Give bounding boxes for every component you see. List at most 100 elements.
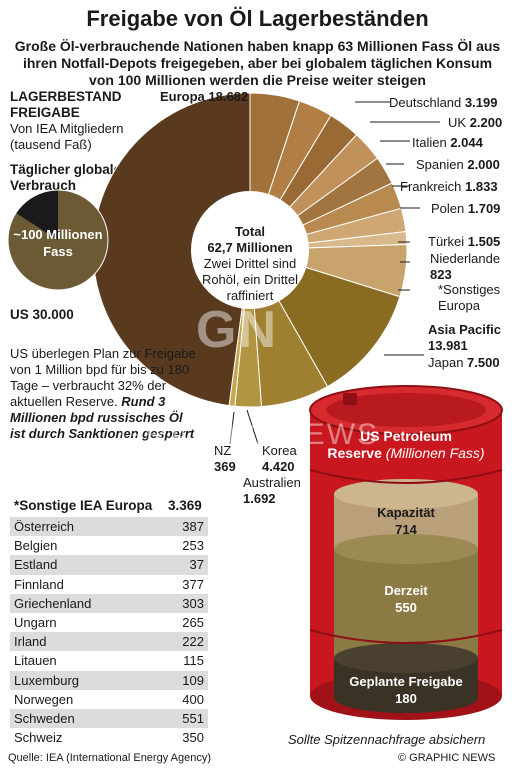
- barrel-title-line-2: Reserve: [327, 445, 382, 461]
- label-europa-value: 18.682: [208, 89, 249, 104]
- table-cell-value: 350: [182, 730, 204, 746]
- label-europa-name: Europa: [160, 89, 205, 104]
- table-row: Luxemburg 109: [10, 670, 208, 690]
- daily-circle-outline: [7, 189, 109, 291]
- table-cell-country: Griechenland: [14, 595, 92, 611]
- daily-title-line-2: Verbrauch: [10, 178, 77, 193]
- barrel-current-value: 550: [395, 600, 417, 615]
- label-italien: Italien 2.044: [412, 135, 483, 150]
- stock-title: LAGERBESTAND FREIGABE: [10, 89, 122, 121]
- daily-value-line-2: Fass: [43, 244, 73, 259]
- table-cell-value: 551: [182, 710, 204, 726]
- label-polen-name: Polen: [431, 201, 465, 216]
- stock-title-line-1: LAGERBESTAND: [10, 89, 122, 104]
- table-cell-value: 222: [182, 634, 204, 650]
- table-cell-country: Irland: [14, 634, 47, 650]
- label-niederlande: Niederlande 823: [430, 251, 500, 283]
- us-description: US überlegen Plan zur Freigabe von 1 Mil…: [10, 346, 200, 442]
- table-row: Irland 222: [10, 632, 208, 652]
- stock-title-line-2: FREIGABE: [10, 105, 80, 120]
- label-australien-name: Australien: [243, 475, 301, 490]
- barrel-title: US Petroleum Reserve (Millionen Fass): [320, 428, 492, 462]
- table-row: Griechenland 303: [10, 593, 208, 613]
- table-row: Estland 37: [10, 555, 208, 575]
- table-cell-country: Litauen: [14, 653, 57, 669]
- daily-title-line-1: Täglicher globaler: [10, 162, 127, 177]
- barrel-ring-2: [309, 629, 503, 644]
- table-cell-country: Estland: [14, 557, 58, 573]
- barrel-bung: [343, 393, 357, 405]
- center-note: Zwei Drittel sind Rohöl, ein Drittel raf…: [201, 256, 299, 303]
- europe-table: Österreich 387 Belgien 253 Estland 37 Finnland…: [10, 517, 208, 748]
- table-row: Norwegen 400: [10, 689, 208, 709]
- label-polen-value: 1.709: [467, 201, 501, 216]
- label-deutschland-name: Deutschland: [389, 95, 462, 110]
- label-us: US 30.000: [10, 307, 74, 322]
- label-nz: NZ 369: [214, 443, 236, 475]
- table-row: Österreich 387: [10, 517, 208, 537]
- table-row: Belgien 253: [10, 536, 208, 556]
- label-japan-name: Japan: [428, 355, 464, 370]
- table-cell-country: Belgien: [14, 538, 58, 554]
- barrel-capacity-label: Kapazität: [377, 505, 435, 520]
- daily-consumption-circle: [7, 189, 109, 291]
- label-korea: Korea 4.420: [262, 443, 297, 475]
- daily-consumption-title: Täglicher globaler Verbrauch: [10, 162, 126, 194]
- barrel: [309, 385, 503, 720]
- table-row: Schweden 551: [10, 708, 208, 729]
- barrel-current: Derzeit 550: [334, 582, 478, 616]
- table-total: 3.369: [168, 498, 202, 513]
- label-deutschland: Deutschland 3.199: [389, 95, 497, 110]
- table-cell-value: 253: [182, 538, 204, 554]
- label-uk-name: UK: [448, 115, 467, 130]
- barrel-title-unit: (Millionen Fass): [385, 445, 485, 461]
- table-cell-value: 115: [183, 653, 204, 669]
- barrel-top-inner: [326, 393, 486, 427]
- table-row: Schweiz 350: [10, 728, 208, 748]
- pie-center-text: Total 62,7 Millionen Zwei Drittel sind R…: [188, 224, 312, 304]
- label-niederlande-value: 823: [430, 267, 452, 282]
- pie-center-hole: [191, 191, 309, 309]
- table-title: *Sonstige IEA Europa: [14, 498, 153, 513]
- table-row: Litauen 115: [10, 651, 208, 671]
- label-polen: Polen 1.709: [431, 201, 500, 216]
- label-italien-name: Italien: [412, 135, 447, 150]
- daily-value-line-1: ~100 Millionen: [13, 227, 103, 242]
- label-australien-value: 1.692: [243, 491, 276, 506]
- label-frankreich: Frankreich 1.833: [400, 179, 498, 194]
- label-uk: UK 2.200: [448, 115, 502, 130]
- barrel-capacity-value: 714: [395, 522, 417, 537]
- table-cell-country: Schweiz: [14, 730, 63, 746]
- daily-value: ~100 Millionen Fass: [10, 226, 106, 260]
- table-cell-value: 303: [182, 595, 204, 611]
- page-title: Freigabe von Öl Lagerbeständen: [86, 6, 429, 31]
- table-cell-country: Finnland: [14, 576, 64, 592]
- table-cell-country: Schweden: [14, 710, 75, 726]
- label-asia-value: 13.981: [428, 338, 468, 353]
- daily-circle-wedge: [16, 190, 58, 240]
- table-cell-value: 400: [182, 691, 204, 707]
- label-nz-value: 369: [214, 459, 236, 474]
- leader-lines: [229, 101, 440, 445]
- barrel-capacity-top: [334, 479, 478, 509]
- label-sonstige: *Sonstiges Europa: [438, 282, 500, 314]
- label-italien-value: 2.044: [450, 135, 483, 150]
- barrel-note: Sollte Spitzennachfrage absichern: [288, 732, 486, 747]
- label-asia-name: Asia Pacific: [428, 322, 501, 337]
- leader-korea: [246, 409, 259, 445]
- table-row: Ungarn 265: [10, 612, 208, 633]
- label-australien: Australien 1.692: [243, 475, 301, 507]
- label-frankreich-name: Frankreich: [400, 179, 462, 194]
- label-sonstige-name-2: Europa: [438, 298, 480, 313]
- table-cell-country: Österreich: [14, 519, 74, 535]
- source: Quelle: IEA (International Energy Agency…: [8, 752, 212, 764]
- label-japan-value: 7.500: [467, 355, 500, 370]
- barrel-current-top: [334, 534, 478, 564]
- table-cell-value: 387: [182, 519, 204, 535]
- leader-nz: [229, 411, 235, 445]
- barrel-capacity: Kapazität 714: [334, 504, 478, 538]
- page-subtitle: Große Öl-verbrauchende Nationen haben kn…: [14, 38, 501, 88]
- barrel-planned-top: [334, 643, 478, 673]
- table-cell-value: 377: [182, 576, 204, 592]
